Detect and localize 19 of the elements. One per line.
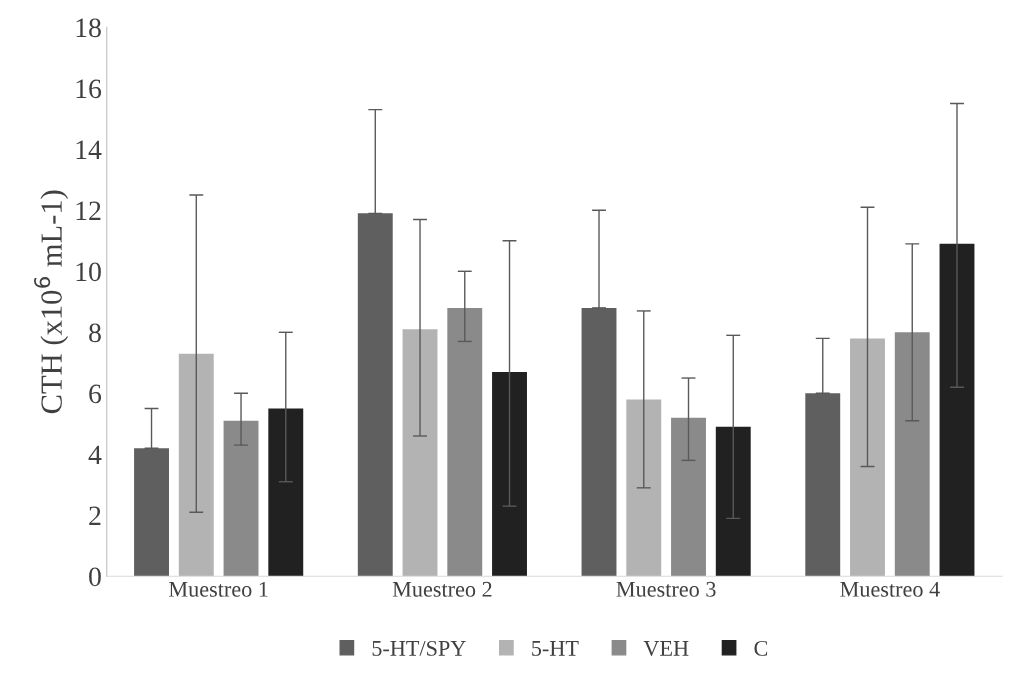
y-tick-label: 6 xyxy=(89,384,102,404)
y-tick-label: 4 xyxy=(88,445,102,464)
y-tick-label: 0 xyxy=(89,567,101,587)
y-tick-label: 10 xyxy=(76,262,101,282)
x-tick-label: Muestreo 1 xyxy=(168,581,268,597)
y-tick-label: 2 xyxy=(89,506,101,525)
y-tick-label: 8 xyxy=(89,323,101,343)
legend-label: VEH xyxy=(643,641,689,656)
y-axis-title: CTH (x10$^{6}$ mL-1) xyxy=(34,190,69,414)
legend-label: 5-HT xyxy=(532,641,579,656)
y-tick-label: 16 xyxy=(76,79,102,99)
y-tick-label: 12 xyxy=(76,201,101,220)
y-tick-label: 14 xyxy=(76,140,102,159)
y-tick-label: 18 xyxy=(76,18,101,38)
x-tick-label: Muestreo 2 xyxy=(392,581,492,597)
x-tick-label: Muestreo 4 xyxy=(840,581,940,597)
legend-label: C xyxy=(754,640,768,656)
x-tick-label: Muestreo 3 xyxy=(616,581,716,597)
legend-label: 5-HT/SPY xyxy=(372,640,466,656)
